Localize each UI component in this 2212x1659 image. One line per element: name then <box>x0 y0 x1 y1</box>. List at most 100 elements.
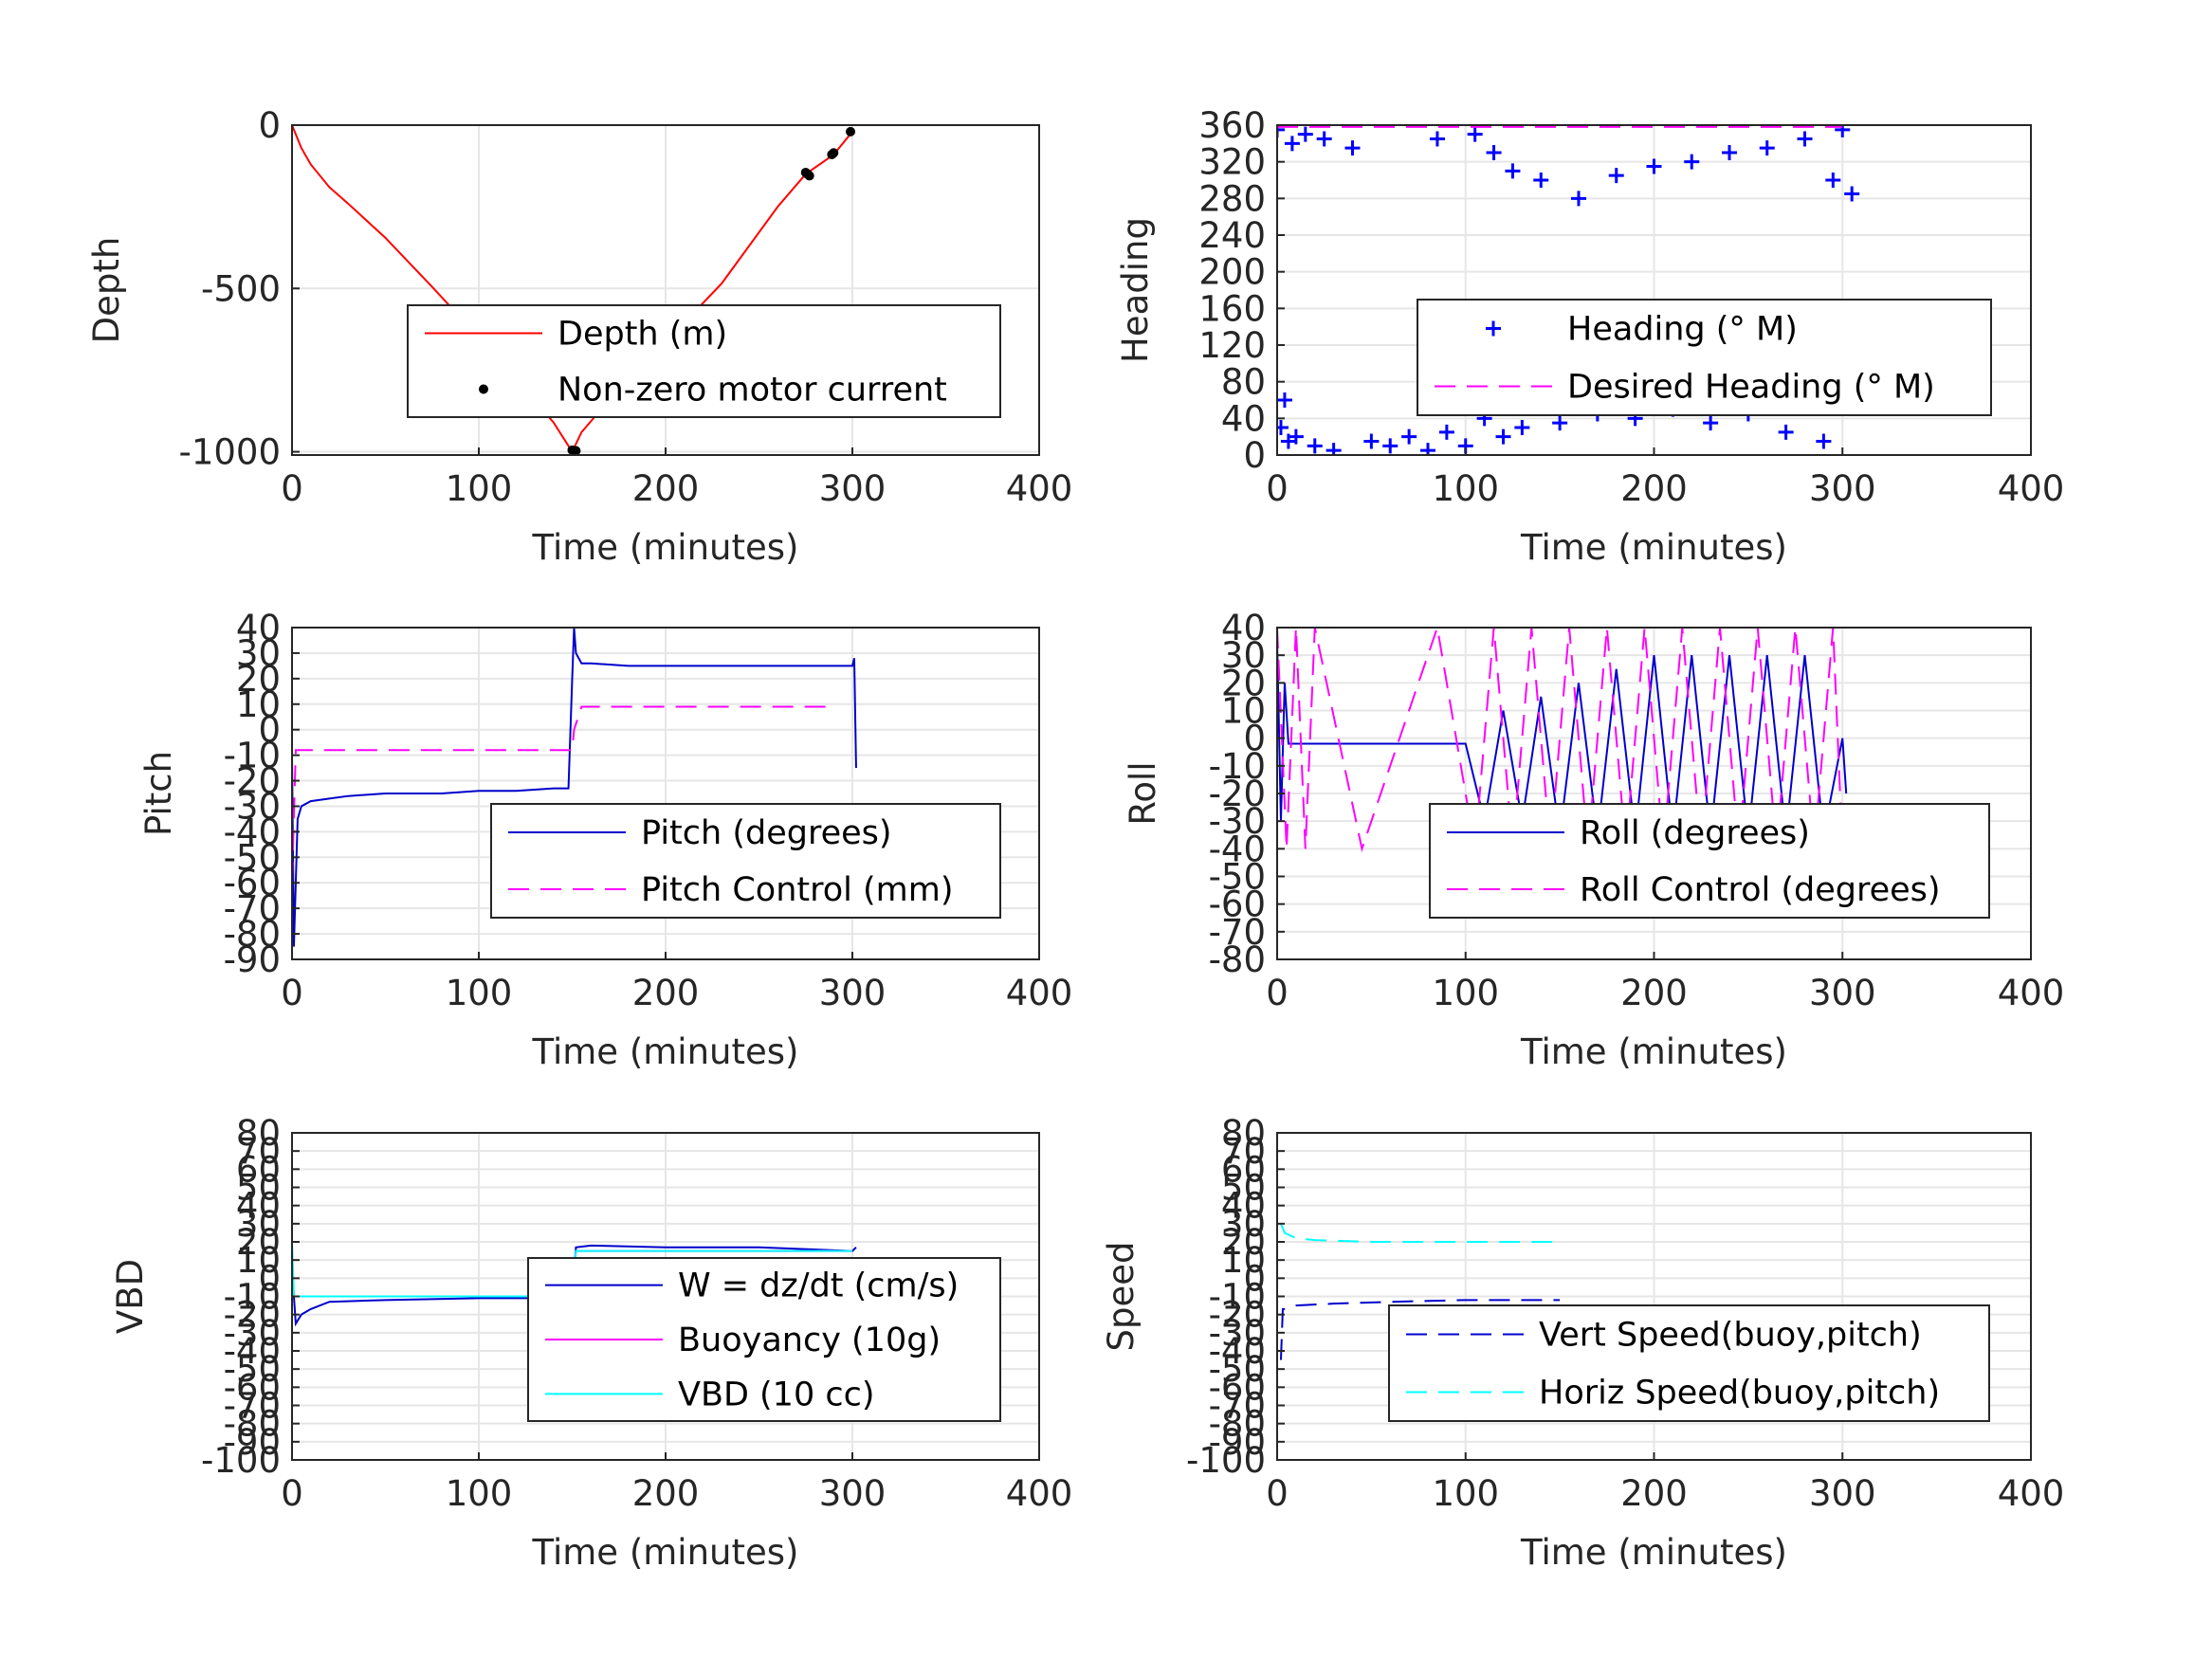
y-tick-label: -60 <box>1209 1367 1266 1408</box>
y-tick-label: 40 <box>1221 1186 1266 1227</box>
heading-legend: Heading (° M) Desired Heading (° M) <box>1417 299 1992 416</box>
y-tick-label: -20 <box>1209 774 1266 814</box>
heading-y-axis-title: Heading <box>1115 217 1156 363</box>
heading-series-0-point <box>1297 126 1313 142</box>
heading-series-0-point <box>1816 433 1832 449</box>
y-tick-label: 0 <box>258 1258 281 1299</box>
x-tick-label: 200 <box>632 1473 700 1514</box>
roll-legend: Roll (degrees) Roll Control (degrees) <box>1429 803 1990 919</box>
heading-series-0-point <box>1778 424 1794 440</box>
y-tick-label: -50 <box>224 1349 281 1390</box>
pitch-legend-label: Pitch (degrees) <box>641 814 892 852</box>
heading-series-0-point <box>1495 428 1511 445</box>
roll-y-axis-title: Roll <box>1123 761 1163 825</box>
y-tick-label: 0 <box>258 105 281 146</box>
heading-series-0-point <box>1344 140 1361 156</box>
y-tick-label: -60 <box>1209 884 1266 925</box>
y-tick-label: 0 <box>1243 719 1266 759</box>
y-tick-label: -1000 <box>178 432 281 473</box>
heading-series-0-point <box>1646 158 1662 174</box>
heading-series-0-point <box>1277 392 1292 408</box>
y-tick-label: -40 <box>1209 1331 1266 1372</box>
depth-series-group <box>292 125 856 455</box>
x-tick-label: 300 <box>819 468 887 509</box>
x-tick-label: 200 <box>1620 468 1688 509</box>
y-tick-label: -60 <box>224 863 281 903</box>
heading-series-0-point <box>1722 145 1737 160</box>
y-tick-label: 0 <box>1243 435 1266 476</box>
heading-series-0-point <box>1288 428 1304 445</box>
vbd-panel: 0 100 200 300 40080706050403020100-10-20-30-… <box>110 1113 1072 1573</box>
vbd-legend-label: VBD (10 cc) <box>678 1376 875 1413</box>
y-tick-label: -30 <box>224 786 281 827</box>
heading-series-0-point <box>1684 154 1700 170</box>
heading-series-0-point <box>1505 163 1521 179</box>
y-tick-label: -90 <box>224 939 281 980</box>
y-tick-label: -10 <box>224 1277 281 1318</box>
y-tick-label: 40 <box>236 608 281 648</box>
x-tick-label: 0 <box>281 973 303 1013</box>
x-tick-label: 0 <box>1266 1473 1289 1514</box>
x-tick-label: 0 <box>281 1473 303 1514</box>
y-tick-label: 80 <box>236 1113 281 1154</box>
depth-y-axis-title: Depth <box>86 237 127 344</box>
x-tick-label: 400 <box>1998 973 2065 1013</box>
pitch-y-axis-title: Pitch <box>138 751 179 836</box>
depth-panel: 0 100 200 300 400 0 -500 -1000 Time (minutes) Dep… <box>86 105 1072 568</box>
speed-panel: 0 100 200 300 40080706050403020100-10-20-30-… <box>1101 1113 2064 1573</box>
y-tick-label: 20 <box>236 1222 281 1263</box>
heading-series-0-point <box>1307 438 1323 454</box>
heading-series-0-point <box>1363 433 1380 449</box>
y-tick-label: 200 <box>1198 252 1266 293</box>
y-tick-label: 50 <box>1221 1168 1266 1209</box>
depth-series-1-point <box>846 126 856 137</box>
y-tick-label: -80 <box>224 1404 281 1445</box>
x-tick-label: 400 <box>1998 468 2065 509</box>
x-tick-label: 200 <box>1620 973 1688 1013</box>
roll-legend-box <box>1429 803 1990 919</box>
y-tick-label: -20 <box>224 1295 281 1336</box>
heading-series-0-point <box>1514 420 1530 435</box>
y-tick-label: -80 <box>1209 939 1266 980</box>
pitch-series-0-line <box>292 628 857 947</box>
heading-series-0-point <box>1552 415 1568 431</box>
speed-legend-box <box>1388 1304 1990 1422</box>
speed-legend: Vert Speed(buoy,pitch) Horiz Speed(buoy,p… <box>1388 1304 1990 1422</box>
y-tick-label: -60 <box>224 1367 281 1408</box>
roll-series-0-line <box>1277 641 1848 835</box>
y-tick-label: -70 <box>224 1386 281 1427</box>
y-tick-label: 70 <box>1221 1131 1266 1172</box>
x-tick-label: 100 <box>446 1473 513 1514</box>
pitch-panel: 0 100 200 300 400403020100-10-20-30-40-50-60… <box>138 608 1072 1072</box>
roll-legend-label: Roll (degrees) <box>1580 814 1810 852</box>
depth-x-axis-title: Time (minutes) <box>532 527 799 568</box>
y-tick-label: -30 <box>1209 1313 1266 1354</box>
heading-panel: 0 100 200 300 40004080120160200240280320360T… <box>1115 105 2064 568</box>
depth-legend-box <box>407 304 1001 418</box>
y-tick-label: 80 <box>1221 1113 1266 1154</box>
heading-series-0-point <box>1486 145 1502 160</box>
depth-legend: Depth (m) Non-zero motor current <box>407 304 1001 418</box>
pitch-legend: Pitch (degrees) Pitch Control (mm) <box>490 803 1001 919</box>
depth-legend-label: Depth (m) <box>558 316 727 354</box>
y-tick-label: 280 <box>1198 178 1266 219</box>
y-tick-label: -20 <box>1209 1295 1266 1336</box>
speed-series-group <box>1279 1223 1561 1360</box>
y-tick-label: -70 <box>1209 1386 1266 1427</box>
y-tick-label: 10 <box>236 684 281 725</box>
x-tick-label: 400 <box>1006 1473 1073 1514</box>
heading-series-0-point <box>1429 131 1445 147</box>
roll-legend-label: Roll Control (degrees) <box>1580 871 1941 909</box>
x-tick-label: 100 <box>1432 1473 1499 1514</box>
y-tick-label: 0 <box>258 710 281 751</box>
heading-series-0-point <box>1844 186 1860 202</box>
y-tick-label: 160 <box>1198 288 1266 329</box>
x-tick-label: 100 <box>1432 973 1499 1013</box>
y-tick-label: 0 <box>1243 1258 1266 1299</box>
x-tick-label: 300 <box>1809 973 1876 1013</box>
y-tick-label: -40 <box>224 1331 281 1372</box>
x-tick-label: 200 <box>1620 1473 1688 1514</box>
speed-y-axis-title: Speed <box>1101 1242 1142 1352</box>
y-tick-label: 30 <box>236 1204 281 1245</box>
speed-series-0-line <box>1279 1299 1561 1360</box>
